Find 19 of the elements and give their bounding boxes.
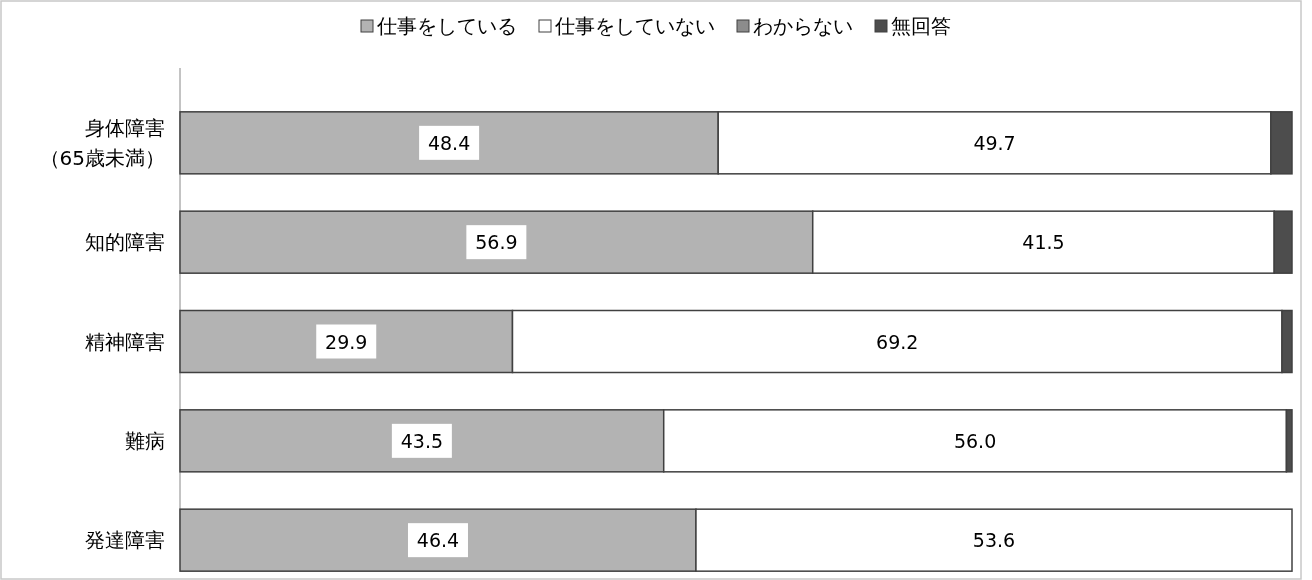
legend-label: 仕事をしている xyxy=(376,14,517,38)
data-label: 46.4 xyxy=(416,529,460,552)
data-label: 49.7 xyxy=(973,131,1016,154)
legend-label: 無回答 xyxy=(891,14,951,38)
data-label: 53.6 xyxy=(972,529,1016,552)
data-label: 69.2 xyxy=(876,330,919,353)
legend-label: 仕事をしていない xyxy=(554,14,715,38)
data-label: 41.5 xyxy=(1022,231,1065,254)
y-tick-label: 知的障害 xyxy=(85,230,165,255)
y-tick-label: 発達障害 xyxy=(85,528,165,553)
y-tick-label: 難病 xyxy=(125,428,165,453)
y-tick-label: 精神障害 xyxy=(85,329,165,354)
data-label: 48.4 xyxy=(427,131,471,154)
data-label: 56.0 xyxy=(953,429,997,452)
data-label: 56.9 xyxy=(475,231,518,254)
data-label: 29.9 xyxy=(325,330,368,353)
data-label: 43.5 xyxy=(400,429,444,452)
legend-label: わからない xyxy=(753,14,853,38)
y-tick-label: 身体障害（65歳未満） xyxy=(39,115,165,170)
